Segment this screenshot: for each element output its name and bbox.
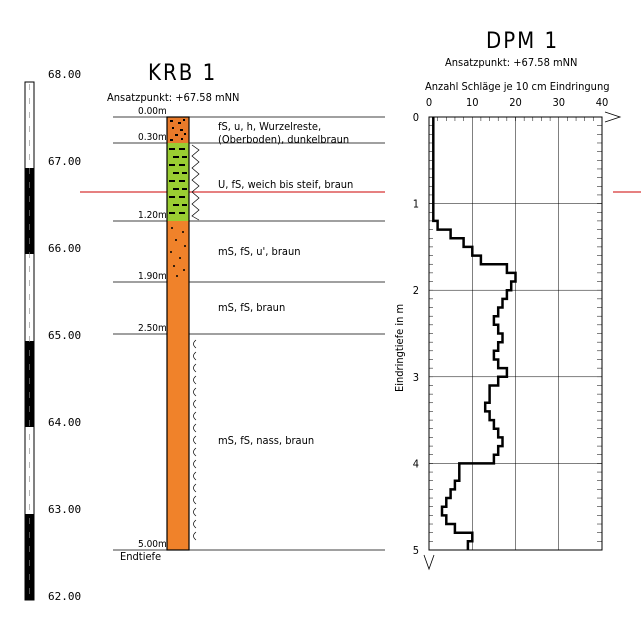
dpm-x-tick-label: 40: [596, 96, 609, 109]
depth-label-3: 1.90m: [138, 271, 167, 282]
depth-label-1: 0.30m: [138, 132, 167, 143]
dpm-y-tick-label: 2: [413, 284, 419, 297]
scale-label-65: 65.00: [48, 329, 81, 342]
end-label: Endtiefe: [120, 550, 161, 563]
scale-label-63: 63.00: [48, 503, 81, 516]
dpm-x-tick-label: 20: [509, 96, 522, 109]
dpm-blow-count-series: [432, 117, 517, 550]
silt-pattern: [169, 148, 187, 214]
dpm-y-tick-label: 3: [413, 371, 419, 384]
scale-label-66: 66.00: [48, 242, 81, 255]
dpm-xaxis-label: Anzahl Schläge je 10 cm Eindringung: [425, 80, 610, 93]
elevation-scale: 68.00 67.00 66.00 65.00 64.00 63.00 62.0…: [24, 68, 81, 603]
scale-label-67: 67.00: [48, 155, 81, 168]
depth-label-5: 5.00m: [138, 539, 167, 550]
consistency-zigzag: [191, 144, 200, 221]
scale-label-64: 64.00: [48, 416, 81, 429]
depth-label-0: 0.00m: [138, 106, 167, 117]
layer-sand-silty: [167, 221, 189, 282]
dpm-x-tick-label: 0: [426, 96, 432, 109]
dpm-y-tick-label: 4: [413, 457, 419, 470]
scale-label-68: 68.00: [48, 68, 81, 81]
x-axis-arrow: [604, 111, 622, 123]
dpm-x-tick-label: 10: [466, 96, 479, 109]
krb-title: KRB 1: [148, 61, 217, 86]
dpm-title: DPM 1: [486, 29, 559, 54]
dpm-yaxis-label: Eindringtiefe in m: [393, 304, 406, 392]
dpm-y-tick-label: 0: [413, 111, 419, 124]
dpm-y-tick-label: 1: [413, 198, 419, 211]
topsoil-pattern: [170, 119, 186, 141]
layer-desc-2: U, fS, weich bis steif, braun: [218, 178, 353, 191]
krb-borehole: KRB 1 Ansatzpunkt: +67.58 mNN 0.00m 0.30…: [107, 61, 385, 563]
borehole-outline: [166, 116, 190, 551]
dpm-chart: DPM 1 Ansatzpunkt: +67.58 mNN Anzahl Sch…: [393, 29, 622, 571]
layer-desc-1-line1: fS, u, h, Wurzelreste,: [218, 120, 321, 133]
depth-label-4: 2.50m: [138, 323, 167, 334]
krb-ansatz: Ansatzpunkt: +67.58 mNN: [107, 91, 239, 104]
dpm-x-tick-label: 30: [552, 96, 565, 109]
layer-desc-5: mS, fS, nass, braun: [218, 434, 314, 447]
layer-sand: [167, 282, 189, 550]
layer-topsoil: [167, 117, 189, 143]
layer-desc-4: mS, fS, braun: [218, 301, 285, 314]
dpm-ticks: [428, 116, 603, 551]
layer-desc-1-line2: (Oberboden), dunkelbraun: [218, 133, 349, 146]
y-axis-arrow: [423, 554, 435, 571]
wet-symbol-column: [193, 339, 197, 541]
dpm-tick-labels: 0 10 20 30 40 0 1 2 3 4 5: [413, 96, 609, 557]
depth-label-2: 1.20m: [138, 210, 167, 221]
layer-silt: [167, 143, 189, 221]
dpm-ansatz: Ansatzpunkt: +67.58 mNN: [445, 56, 577, 69]
scale-label-62: 62.00: [48, 590, 81, 603]
layer-desc-3: mS, fS, u', braun: [218, 245, 301, 258]
silty-sand-pattern: [170, 227, 186, 277]
scale-black-segment: [25, 514, 34, 600]
dpm-y-tick-label: 5: [413, 544, 419, 557]
